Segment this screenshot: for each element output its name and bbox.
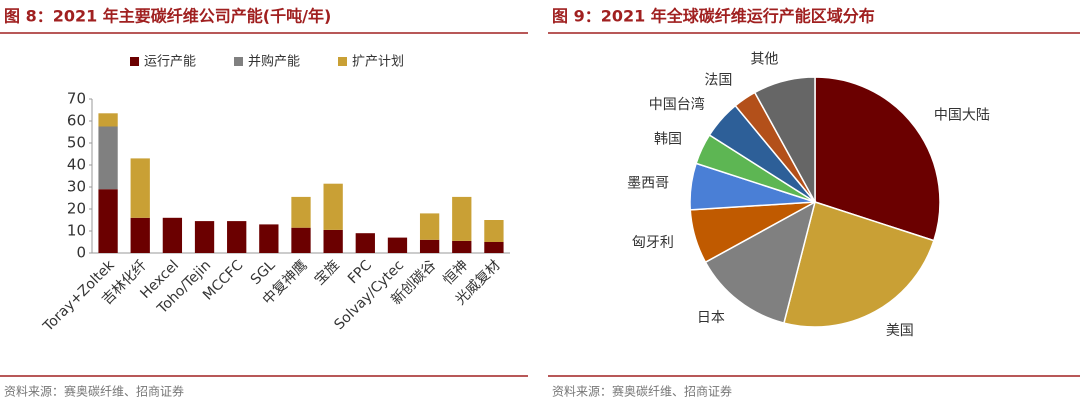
bar-segment	[452, 196, 472, 241]
bar-segment	[452, 240, 472, 253]
y-tick-label: 50	[67, 134, 86, 152]
legend-swatch	[130, 57, 139, 66]
slice-label: 日本	[697, 310, 725, 326]
pie-slice	[783, 201, 935, 328]
bar-segment	[355, 233, 375, 253]
bar-segment	[323, 183, 343, 230]
bar-segment	[323, 229, 343, 253]
slice-label: 中国台湾	[649, 96, 705, 113]
bar-segment	[484, 242, 504, 253]
legend-label: 并购产能	[248, 54, 300, 70]
y-tick-label: 70	[67, 90, 86, 108]
bar-segment	[98, 189, 118, 253]
y-tick-label: 30	[67, 178, 86, 196]
source: 资料来源：赛奥碳纤维、招商证券	[4, 384, 184, 399]
bar-segment	[98, 126, 118, 190]
bar-segment	[130, 158, 150, 218]
slice-label: 韩国	[654, 131, 682, 147]
chart-title: 图 9：2021 年全球碳纤维运行产能区域分布	[552, 7, 875, 26]
pie-slice	[814, 76, 941, 242]
slice-label: 墨西哥	[627, 176, 669, 192]
x-tick-label: 宝旌	[312, 257, 343, 288]
bar-segment	[484, 220, 504, 242]
bar-segment	[291, 227, 311, 253]
y-tick-label: 10	[67, 222, 86, 240]
source: 资料来源：赛奥碳纤维、招商证券	[552, 384, 732, 399]
bar-segment	[227, 221, 247, 253]
pie-slice	[753, 76, 816, 203]
slice-label: 美国	[886, 323, 914, 339]
y-tick-label: 20	[67, 200, 86, 218]
legend-label: 扩产计划	[352, 55, 404, 70]
pie-slice	[704, 200, 817, 324]
bar-segment	[419, 239, 440, 253]
bar-segment	[259, 224, 279, 253]
slice-label: 法国	[704, 72, 732, 88]
y-tick-label: 60	[67, 112, 86, 130]
legend-swatch	[338, 57, 347, 66]
bar-segment	[387, 237, 408, 253]
legend-swatch	[234, 57, 243, 66]
legend-label: 运行产能	[144, 55, 196, 70]
bar-segment	[130, 217, 150, 253]
y-tick-label: 40	[67, 156, 86, 174]
slice-label: 中国大陆	[934, 108, 990, 124]
bar-segment	[162, 217, 183, 253]
chart-title: 图 8：2021 年主要碳纤维公司产能(千吨/年)	[4, 7, 331, 26]
slice-label: 其他	[750, 52, 778, 68]
bar-segment	[194, 221, 215, 253]
y-tick-label: 0	[76, 244, 86, 262]
bar-segment	[419, 213, 440, 240]
slice-label: 匈牙利	[632, 235, 674, 251]
bar-segment	[291, 196, 311, 228]
bar-segment	[98, 113, 118, 127]
